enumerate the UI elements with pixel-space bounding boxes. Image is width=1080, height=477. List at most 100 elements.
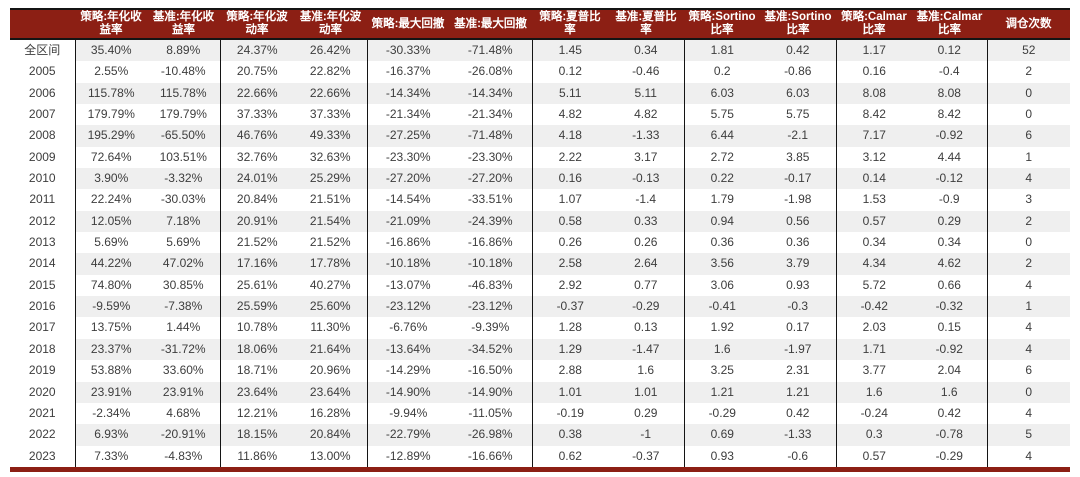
row-label: 2010 [28,171,56,186]
cell: -14.34% [449,82,532,105]
cell: -23.30% [366,146,449,169]
cell: 22.66% [294,82,367,105]
cell: 72.64% [74,146,147,169]
cell: -71.48% [449,125,532,147]
cell: 103.51% [159,149,207,164]
row-label: 2020 [28,384,56,399]
cell: -0.92 [912,338,987,361]
cell: -26.08% [467,64,513,79]
cell: -12.89% [366,445,449,467]
cell: 25.61% [219,274,294,297]
cell: -0.17 [760,168,836,190]
column-header: 调仓次数 [987,8,1070,40]
cell: -22.79% [366,424,449,446]
cell: 0.58 [531,210,608,233]
cell: 11.86% [219,445,294,467]
cell: -0.29 [608,296,684,318]
cell: 10.78% [219,317,294,339]
cell: 0.29 [634,405,658,420]
cell: 4.18 [531,125,608,147]
cell: 7.33% [74,445,147,467]
cell: 8.08 [835,82,912,105]
row-label-column-header [10,8,75,40]
cell: -23.12% [449,296,532,318]
cell: -30.33% [366,39,449,62]
cell: -0.4 [938,64,960,79]
cell: 25.29% [294,168,367,190]
cell: -20.91% [147,424,220,446]
cell: -1.97 [760,338,836,361]
cell: 21.52% [309,235,351,250]
cell: -46.83% [467,277,513,292]
cell: 0.56 [760,210,836,233]
cell: 47.02% [147,253,220,275]
cell: 5.75 [786,107,810,122]
cell: -0.42 [835,296,912,318]
cell: 5.11 [608,82,684,105]
cell: 0.38 [531,424,608,446]
cell: 33.60% [162,363,204,378]
column-header: 策略:年化收益率 [75,8,147,40]
cell: -71.48% [449,39,532,62]
table-row: 2014 44.22% 47.02% 17.16% 17.78% -10.18% -10.1… [10,253,1070,275]
cell: 0.77 [634,277,658,292]
cell: 52 [986,39,1070,62]
cell: 0 [986,232,1070,254]
cell: -1.4 [635,192,657,207]
table-row: 2006 115.78% 115.78% 22.66% 22.66% -14.34% -14… [10,82,1070,105]
cell: 1.71 [835,338,912,361]
cell: 7.18% [147,210,220,233]
cell: 1.07 [531,189,608,211]
table-row: 2017 13.75% 1.44% 10.78% 11.30% -6.76% -9.39% 1… [10,317,1070,339]
cell: 21.54% [294,210,367,233]
cell: 20.96% [309,363,351,378]
column-header: 基准:年化波动率 [294,8,367,40]
cell: 4.82 [531,104,608,126]
cell: 20.91% [219,210,294,233]
row-label: 2018 [28,341,56,356]
cell: -16.86% [467,235,513,250]
cell: -0.32 [912,296,987,318]
row-label: 2007 [28,107,56,122]
cell: 0.42 [786,405,810,420]
cell: 0.36 [683,232,760,254]
cell: 1.01 [608,381,684,403]
cell: 7.17 [835,125,912,147]
cell: -0.46 [632,64,660,79]
cell: 5.75 [683,104,760,126]
cell: 3.79 [760,253,836,275]
cell: 195.29% [74,125,147,147]
bottom-red-bar [10,466,1070,472]
table-row: 2019 53.88% 33.60% 18.71% 20.96% -14.29% -16.5… [10,360,1070,382]
cell: 22.82% [309,64,351,79]
cell: 0.13 [634,320,658,335]
table-row: 2023 7.33% -4.83% 11.86% 13.00% -12.89% -16.66… [10,445,1070,467]
cell: 1.92 [683,317,760,339]
cell: 179.79% [159,107,207,122]
cell: 0.34 [608,39,684,62]
cell: 1.45 [531,39,608,62]
cell: 1.44% [166,320,201,335]
cell: 1.29 [531,338,608,361]
cell: 2.04 [937,363,961,378]
cell: 2.03 [835,317,912,339]
cell: 11.30% [310,320,351,335]
cell: 0.2 [683,61,760,83]
cell: 20.84% [219,189,294,211]
cell: 25.60% [294,296,367,318]
cell: 2 [986,210,1070,233]
cell: 2 [986,253,1070,275]
cell: -4.83% [164,448,203,463]
cell: 115.78% [74,82,147,105]
cell: 40.27% [309,277,351,292]
cell: 4 [986,338,1070,361]
cell: 13.75% [74,317,147,339]
row-label: 2017 [28,320,56,335]
cell: 23.37% [74,338,147,361]
cell: 2 [986,61,1070,83]
cell: -0.41 [683,296,760,318]
cell: 44.22% [74,253,147,275]
row-label: 2013 [28,235,56,250]
cell: 12.21% [219,402,294,425]
